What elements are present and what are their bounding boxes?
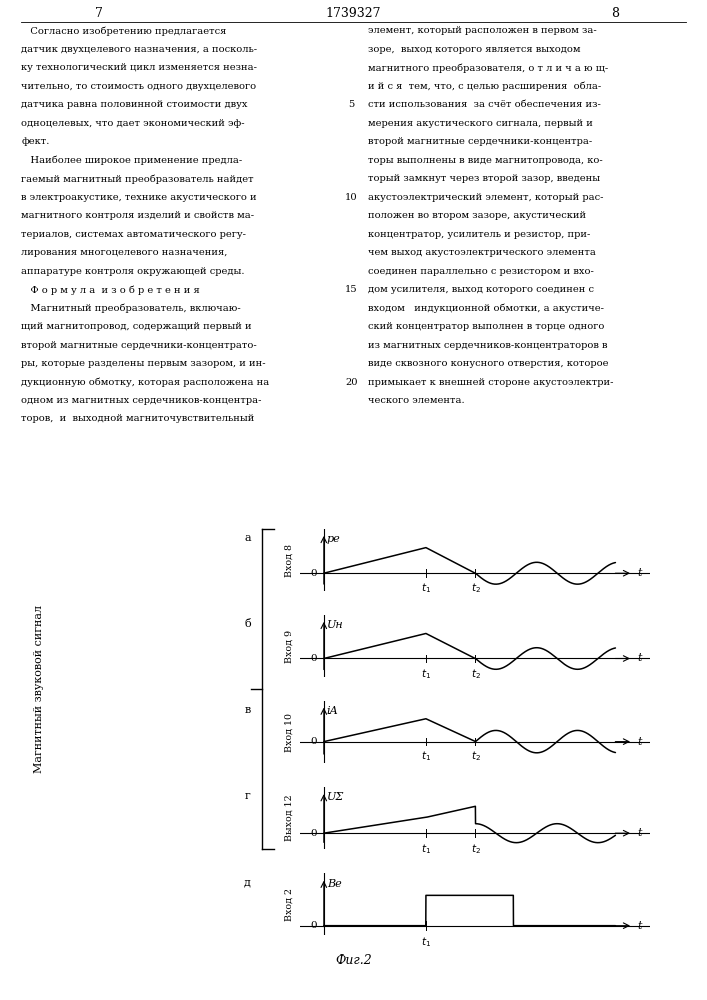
Text: лирования многоцелевого назначения,: лирования многоцелевого назначения,: [21, 248, 228, 257]
Text: 0: 0: [310, 654, 317, 663]
Text: t: t: [637, 653, 642, 663]
Text: Вход 9: Вход 9: [284, 629, 293, 663]
Text: Ф о р м у л а  и з о б р е т е н и я: Ф о р м у л а и з о б р е т е н и я: [21, 285, 200, 295]
Text: Вход 2: Вход 2: [284, 888, 293, 921]
Text: 15: 15: [345, 285, 358, 294]
Text: Uн: Uн: [327, 620, 344, 630]
Text: из магнитных сердечников-концентраторов в: из магнитных сердечников-концентраторов …: [368, 341, 607, 350]
Text: концентратор, усилитель и резистор, при-: концентратор, усилитель и резистор, при-: [368, 230, 590, 239]
Text: магнитного преобразователя, о т л и ч а ю щ-: магнитного преобразователя, о т л и ч а …: [368, 63, 608, 73]
Text: Выход 12: Выход 12: [284, 795, 293, 841]
Text: Вход 8: Вход 8: [284, 544, 293, 577]
Text: сти использования  за счёт обеспечения из-: сти использования за счёт обеспечения из…: [368, 100, 600, 109]
Text: торый замкнут через второй зазор, введены: торый замкнут через второй зазор, введен…: [368, 174, 600, 183]
Text: ры, которые разделены первым зазором, и ин-: ры, которые разделены первым зазором, и …: [21, 359, 266, 368]
Text: и й с я  тем, что, с целью расширения  обла-: и й с я тем, что, с целью расширения обл…: [368, 82, 601, 91]
Text: одноцелевых, что дает экономический эф-: одноцелевых, что дает экономический эф-: [21, 119, 245, 128]
Text: $t_2$: $t_2$: [470, 749, 481, 763]
Text: мерения акустического сигнала, первый и: мерения акустического сигнала, первый и: [368, 119, 592, 128]
Text: щий магнитопровод, содержащий первый и: щий магнитопровод, содержащий первый и: [21, 322, 252, 331]
Text: 0: 0: [310, 569, 317, 578]
Text: Магнитный преобразователь, включаю-: Магнитный преобразователь, включаю-: [21, 304, 241, 313]
Text: pе: pе: [327, 534, 341, 544]
Text: $t_1$: $t_1$: [421, 842, 431, 856]
Text: д: д: [244, 877, 251, 887]
Text: iА: iА: [327, 706, 339, 716]
Text: ческого элемента.: ческого элемента.: [368, 396, 464, 405]
Text: акустоэлектрический элемент, который рас-: акустоэлектрический элемент, который рас…: [368, 193, 603, 202]
Text: фект.: фект.: [21, 137, 49, 146]
Text: 0: 0: [310, 921, 317, 930]
Text: б: б: [244, 619, 251, 629]
Text: $t_2$: $t_2$: [470, 582, 481, 595]
Text: $t_1$: $t_1$: [421, 936, 431, 949]
Text: 20: 20: [345, 378, 358, 387]
Text: Магнитный звуковой сигнал: Магнитный звуковой сигнал: [34, 605, 44, 773]
Text: элемент, который расположен в первом за-: элемент, который расположен в первом за-: [368, 26, 597, 35]
Text: териалов, системах автоматического регу-: териалов, системах автоматического регу-: [21, 230, 246, 239]
Text: аппаратуре контроля окружающей среды.: аппаратуре контроля окружающей среды.: [21, 267, 245, 276]
Text: торов,  и  выходной магниточувствительный: торов, и выходной магниточувствительный: [21, 414, 255, 423]
Text: одном из магнитных сердечников-концентра-: одном из магнитных сердечников-концентра…: [21, 396, 262, 405]
Text: $t_2$: $t_2$: [470, 842, 481, 856]
Text: в электроакустике, технике акустического и: в электроакустике, технике акустического…: [21, 193, 257, 202]
Text: 5: 5: [349, 100, 354, 109]
Text: ский концентратор выполнен в торце одного: ский концентратор выполнен в торце одног…: [368, 322, 604, 331]
Text: чем выход акустоэлектрического элемента: чем выход акустоэлектрического элемента: [368, 248, 595, 257]
Text: UΣ: UΣ: [327, 792, 344, 802]
Text: 7: 7: [95, 7, 103, 20]
Text: зоре,  выход которого является выходом: зоре, выход которого является выходом: [368, 45, 580, 54]
Text: виде сквозного конусного отверстия, которое: виде сквозного конусного отверстия, кото…: [368, 359, 608, 368]
Text: Согласно изобретению предлагается: Согласно изобретению предлагается: [21, 26, 226, 36]
Text: а: а: [244, 533, 251, 543]
Text: магнитного контроля изделий и свойств ма-: магнитного контроля изделий и свойств ма…: [21, 211, 255, 220]
Text: гаемый магнитный преобразователь найдет: гаемый магнитный преобразователь найдет: [21, 174, 254, 184]
Text: чительно, то стоимость одного двухцелевого: чительно, то стоимость одного двухцелево…: [21, 82, 257, 91]
Text: $t_2$: $t_2$: [470, 667, 481, 681]
Text: положен во втором зазоре, акустический: положен во втором зазоре, акустический: [368, 211, 586, 220]
Text: Наиболее широкое применение предла-: Наиболее широкое применение предла-: [21, 156, 243, 165]
Text: $t_1$: $t_1$: [421, 582, 431, 595]
Text: $t_1$: $t_1$: [421, 749, 431, 763]
Text: второй магнитные сердечники-концентрато-: второй магнитные сердечники-концентрато-: [21, 341, 257, 350]
Text: Bе: Bе: [327, 879, 341, 889]
Text: t: t: [637, 737, 642, 747]
Text: 0: 0: [310, 829, 317, 838]
Text: входом   индукционной обмотки, а акустиче-: входом индукционной обмотки, а акустиче-: [368, 304, 604, 313]
Text: 8: 8: [611, 7, 619, 20]
Text: t: t: [637, 568, 642, 578]
Text: дом усилителя, выход которого соединен с: дом усилителя, выход которого соединен с: [368, 285, 594, 294]
Text: 10: 10: [345, 193, 358, 202]
Text: $t_1$: $t_1$: [421, 667, 431, 681]
Text: датчика равна половинной стоимости двух: датчика равна половинной стоимости двух: [21, 100, 247, 109]
Text: дукционную обмотку, которая расположена на: дукционную обмотку, которая расположена …: [21, 378, 269, 387]
Text: ку технологический цикл изменяется незна-: ку технологический цикл изменяется незна…: [21, 63, 257, 72]
Text: t: t: [637, 828, 642, 838]
Text: второй магнитные сердечники-концентра-: второй магнитные сердечники-концентра-: [368, 137, 592, 146]
Text: г: г: [245, 791, 250, 801]
Text: в: в: [245, 705, 250, 715]
Text: Фиг.2: Фиг.2: [335, 954, 372, 967]
Text: 1739327: 1739327: [326, 7, 381, 20]
Text: торы выполнены в виде магнитопровода, ко-: торы выполнены в виде магнитопровода, ко…: [368, 156, 602, 165]
Text: датчик двухцелевого назначения, а посколь-: датчик двухцелевого назначения, а поскол…: [21, 45, 257, 54]
Text: Вход 10: Вход 10: [284, 713, 293, 752]
Text: примыкает к внешней стороне акустоэлектри-: примыкает к внешней стороне акустоэлектр…: [368, 378, 613, 387]
Text: 0: 0: [310, 737, 317, 746]
Text: соединен параллельно с резистором и вхо-: соединен параллельно с резистором и вхо-: [368, 267, 593, 276]
Text: t: t: [637, 921, 642, 931]
